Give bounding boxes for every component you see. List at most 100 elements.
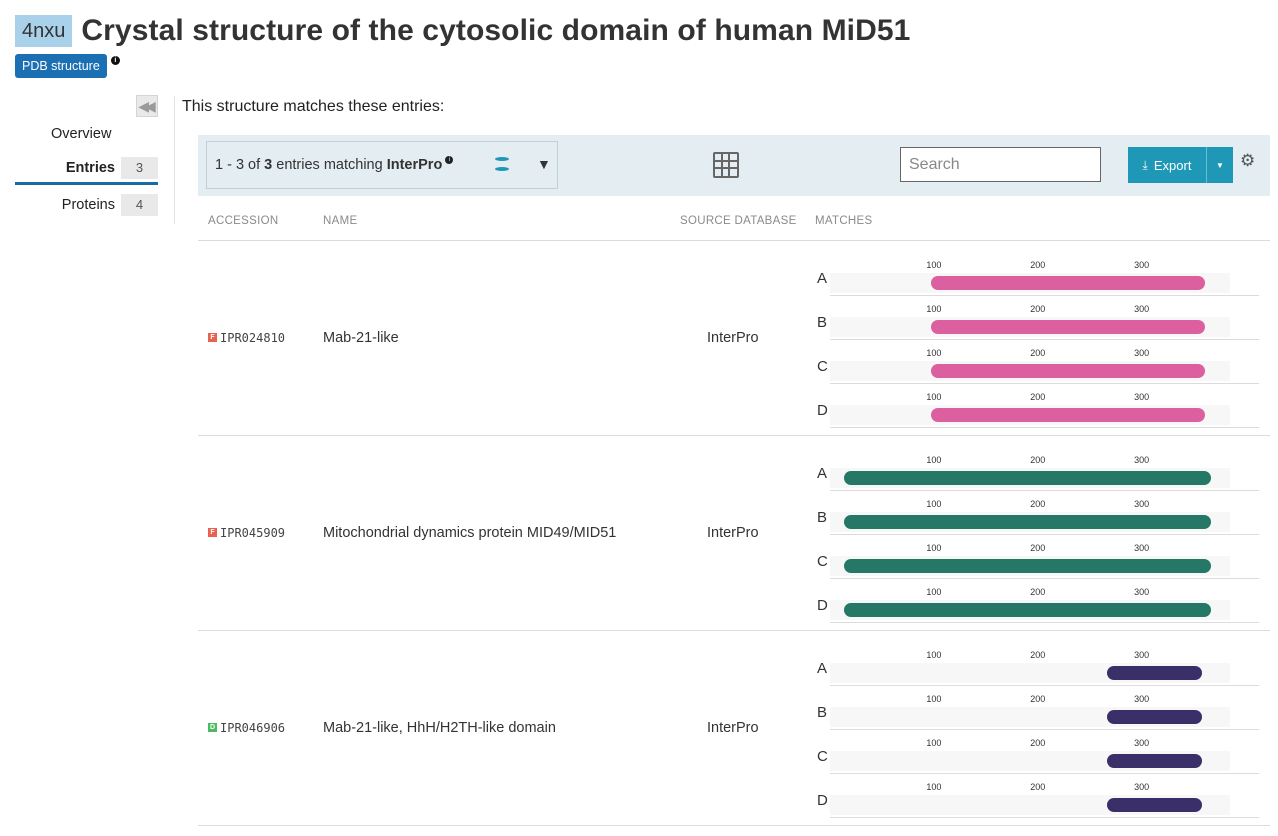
tick-label: 300 [1134,499,1150,509]
tick-label: 100 [926,455,942,465]
search-input[interactable] [900,147,1101,182]
tick-label: 300 [1134,543,1150,553]
tick-label: 100 [926,260,942,270]
export-caret-icon[interactable]: ▼ [1206,147,1233,183]
export-label: Export [1153,157,1192,173]
track-divider [830,490,1259,491]
match-bar[interactable] [1107,666,1202,680]
total-count: 3 [264,157,273,173]
accession-link[interactable]: IPR024810 [220,330,286,345]
chain-label: C [817,553,828,570]
chain-track: B 100 200 300 [815,490,1259,535]
tick-label: 200 [1030,348,1046,358]
export-main[interactable]: ⤓ Export [1128,158,1206,173]
sidebar-item-label: Entries [65,160,115,176]
type-badge[interactable]: PDB structure [15,54,107,78]
match-bar[interactable] [930,408,1206,422]
tick-label: 100 [926,738,942,748]
match-bar[interactable] [930,320,1206,334]
sidebar-divider [174,96,175,224]
chain-label: A [817,465,828,482]
match-bar[interactable] [930,364,1206,378]
info-icon[interactable]: i [110,56,120,65]
tick-labels: 100 200 300 [815,260,1259,270]
collapse-sidebar-icon[interactable]: ◀◀ [136,95,158,117]
sidebar-item-overview[interactable]: Overview [15,120,158,148]
tick-label: 300 [1134,738,1150,748]
sidebar-item-entries[interactable]: Entries 3 [15,154,158,185]
match-bar[interactable] [843,515,1212,529]
tick-label: 200 [1030,499,1046,509]
tick-label: 200 [1030,455,1046,465]
track-divider [830,295,1259,296]
tick-label: 200 [1030,738,1046,748]
column-header-name[interactable]: NAME [323,215,358,227]
tick-label: 300 [1134,694,1150,704]
accession-cell: F IPR045909 [208,526,285,540]
tick-labels: 100 200 300 [815,694,1259,704]
table-toolbar: 1 - 3 of 3 entries matching InterPro i ▼… [198,135,1270,196]
tick-label: 200 [1030,650,1046,660]
accession-link[interactable]: IPR046906 [220,720,286,735]
track-divider [830,622,1259,623]
tick-label: 300 [1134,782,1150,792]
sidebar-item-proteins[interactable]: Proteins 4 [15,191,158,219]
track-divider [830,685,1259,686]
accession-link[interactable]: IPR045909 [220,525,286,540]
gear-icon[interactable]: ⚙ [1240,151,1256,170]
track-divider [830,534,1259,535]
type-row: PDB structure i [15,54,120,78]
tick-labels: 100 200 300 [815,738,1259,748]
dropdown-arrow-icon[interactable]: ▼ [537,156,551,172]
chain-label: D [817,792,828,809]
match-bar[interactable] [1107,754,1202,768]
tick-label: 300 [1134,304,1150,314]
match-bar[interactable] [843,559,1212,573]
chain-track: D 100 200 300 [815,773,1259,818]
match-bar[interactable] [1107,798,1202,812]
column-header-accession[interactable]: ACCESSION [208,215,279,227]
column-header-source[interactable]: SOURCE DATABASE [680,215,797,227]
match-bar[interactable] [843,471,1212,485]
chain-label: B [817,314,828,331]
tick-label: 100 [926,782,942,792]
entry-type-icon: D [208,723,217,732]
track-divider [830,383,1259,384]
entry-name-link[interactable]: Mitochondrial dynamics protein MID49/MID… [323,524,617,541]
source-database: InterPro [707,524,759,541]
sidebar-item-count: 4 [121,194,158,216]
tick-labels: 100 200 300 [815,455,1259,465]
header-divider [198,240,1270,241]
chain-label: B [817,509,828,526]
database-icon-layer [495,167,509,171]
info-icon[interactable]: i [445,156,454,164]
tick-label: 200 [1030,392,1046,402]
chain-label: C [817,358,828,375]
tick-label: 200 [1030,587,1046,597]
entry-name-link[interactable]: Mab-21-like [323,329,399,346]
chain-label: A [817,660,828,677]
tick-label: 200 [1030,260,1046,270]
tick-label: 100 [926,499,942,509]
entries-filter-dropdown[interactable]: 1 - 3 of 3 entries matching InterPro i ▼ [206,141,558,189]
match-bar[interactable] [930,276,1206,290]
track-divider [830,773,1259,774]
export-button[interactable]: ⤓ Export ▼ [1128,147,1233,183]
row-divider [198,435,1270,436]
track-divider [830,339,1259,340]
chain-track: A 100 200 300 [815,641,1259,686]
download-icon: ⤓ [1142,157,1148,172]
entry-name-link[interactable]: Mab-21-like, HhH/H2TH-like domain [323,719,556,736]
db-name: InterPro [386,157,443,173]
tick-label: 100 [926,587,942,597]
sidebar-item-label: Overview [51,126,112,142]
tick-label: 100 [926,392,942,402]
match-bar[interactable] [1107,710,1202,724]
table-view-icon[interactable] [713,152,739,178]
tick-labels: 100 200 300 [815,348,1259,358]
tick-label: 300 [1134,650,1150,660]
match-bar[interactable] [843,603,1212,617]
chain-track: D 100 200 300 [815,578,1259,623]
tick-labels: 100 200 300 [815,543,1259,553]
tick-label: 300 [1134,587,1150,597]
